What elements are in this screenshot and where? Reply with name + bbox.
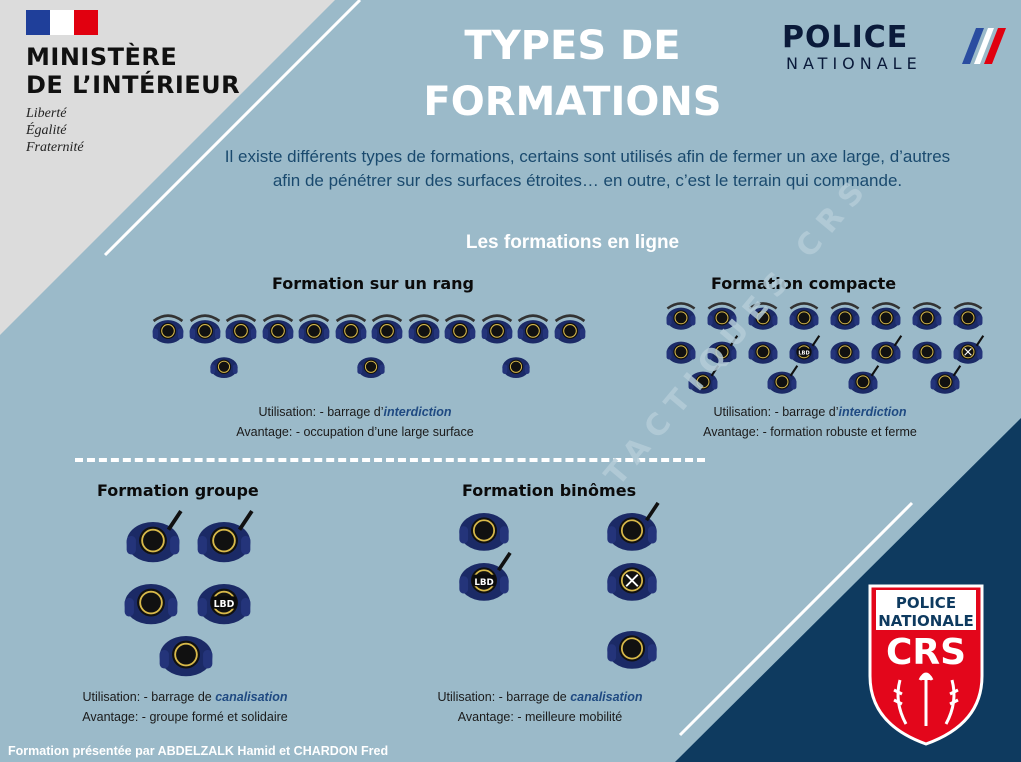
svg-text:LBD: LBD — [798, 350, 809, 356]
officer-icon — [554, 314, 585, 344]
officer-icon — [152, 314, 184, 344]
officer-icon — [371, 314, 403, 344]
officer-icon — [666, 302, 696, 330]
officer-icon — [517, 314, 549, 344]
ministry-logo: MINISTÈRE DE L’INTÉRIEUR Liberté Égalité… — [26, 10, 240, 156]
officer-icon: LBD — [789, 335, 821, 364]
officer-icon — [666, 341, 696, 364]
officer-icon — [607, 501, 660, 551]
officer-icon — [444, 314, 476, 344]
formation-usage-binomes: Utilisation: - barrage de canalisation A… — [437, 690, 643, 724]
officer-icon — [357, 357, 385, 378]
ministry-title: MINISTÈRE DE L’INTÉRIEUR — [26, 43, 241, 99]
officer-icon — [748, 341, 778, 364]
officer-icon: LBD — [197, 583, 251, 625]
officer-icon — [481, 314, 512, 344]
officer-icon — [607, 631, 657, 669]
svg-text:LBD: LBD — [474, 578, 493, 588]
officer-icon — [298, 314, 330, 344]
officer-icon — [830, 302, 860, 330]
officer-icon — [748, 302, 778, 330]
crs-badge-line2: NATIONALE — [878, 612, 974, 630]
officer-icon — [607, 563, 657, 601]
officer-icon — [225, 314, 257, 344]
officer-icon — [707, 335, 739, 364]
crs-badge: POLICE NATIONALE CRS — [868, 584, 984, 746]
officer-icon — [912, 341, 942, 364]
officer-icon — [197, 510, 254, 563]
officer-icon — [930, 365, 962, 394]
intro-text: Il existe différents types de formations… — [224, 147, 951, 190]
officer-icon — [189, 314, 220, 344]
officer-icon — [707, 302, 737, 330]
officer-icon — [848, 365, 880, 394]
page-title: TYPES DE FORMATIONS — [423, 23, 722, 125]
officer-icon — [124, 583, 178, 625]
torch-laurel-icon — [893, 672, 959, 726]
svg-text:LBD: LBD — [214, 599, 235, 610]
formation-title-compacte: Formation compacte — [711, 274, 897, 293]
section-divider — [75, 458, 705, 462]
officer-icon — [459, 513, 509, 551]
formation-title-binomes: Formation binômes — [462, 481, 637, 500]
officer-icon — [408, 314, 439, 344]
formation-usage-compacte: Utilisation: - barrage d’interdiction Av… — [703, 405, 917, 439]
police-nationale-logo: POLICE NATIONALE — [780, 20, 1010, 75]
grey-corner — [0, 0, 335, 335]
officer-icon — [502, 357, 530, 378]
officer-icon — [210, 357, 238, 378]
officer-icon — [912, 302, 942, 330]
officer-icon — [953, 302, 983, 330]
formation-title-rang: Formation sur un rang — [272, 274, 474, 293]
officer-icon — [830, 341, 860, 364]
officer-icon: LBD — [459, 551, 512, 601]
section-title: Les formations en ligne — [465, 232, 680, 253]
officer-icon — [126, 510, 183, 563]
officer-icon — [767, 365, 799, 394]
marianne-flag-icon — [26, 10, 98, 35]
white-diagonal-line — [103, 0, 362, 257]
officer-icon — [335, 314, 366, 344]
officer-icon — [159, 635, 213, 677]
republic-motto: Liberté Égalité Fraternité — [26, 106, 84, 155]
white-diagonal-line-lower — [678, 501, 914, 737]
officer-icon — [688, 365, 720, 394]
credit-text: Formation présentée par ABDELZALK Hamid … — [8, 744, 389, 758]
officer-icon — [871, 302, 901, 330]
officer-icon — [953, 335, 985, 364]
officer-icon — [871, 335, 903, 364]
crs-badge-line1: POLICE — [896, 594, 956, 612]
officer-icon — [262, 314, 293, 344]
formation-title-groupe: Formation groupe — [97, 481, 259, 500]
officer-icon — [789, 302, 819, 330]
tricolor-stripes-icon — [962, 28, 1006, 64]
crs-badge-acronym: CRS — [886, 632, 966, 673]
formation-usage-rang: Utilisation: - barrage d’interdiction Av… — [236, 405, 474, 439]
formation-usage-groupe: Utilisation: - barrage de canalisation A… — [82, 690, 288, 724]
